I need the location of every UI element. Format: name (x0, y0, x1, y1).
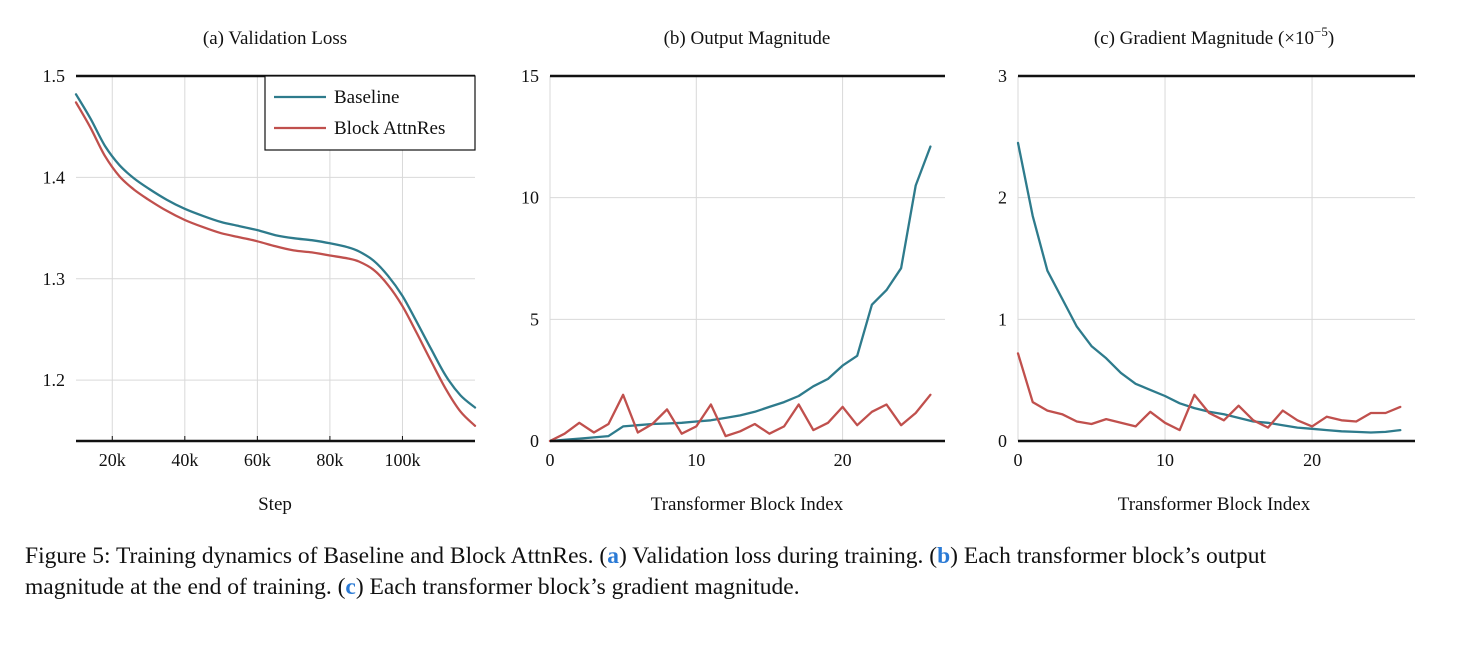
y-tick-label: 1.5 (43, 66, 66, 86)
series-line-block-attnres (548, 393, 932, 443)
legend-label-block-attnres: Block AttnRes (334, 118, 445, 139)
series-line-baseline (1016, 141, 1402, 434)
chart-title: (b) Output Magnitude (664, 28, 831, 49)
y-tick-label: 0 (998, 431, 1007, 451)
x-tick-label: 60k (244, 450, 271, 470)
x-axis-label: Transformer Block Index (1118, 494, 1311, 515)
x-tick-label: 10 (687, 450, 705, 470)
axis-frame (550, 74, 945, 443)
chart-title-end: ) (1328, 28, 1334, 49)
tick-labels: 0 10 20 0 5 10 15 (521, 66, 852, 470)
series-group (1016, 141, 1402, 434)
x-tick-label: 100k (384, 450, 420, 470)
tick-labels: 20k 40k 60k 80k 100k 1.2 1.3 1.4 1.5 (43, 66, 421, 470)
chart-title-exponent: −5 (1314, 24, 1328, 39)
x-axis-label: Step (258, 494, 292, 515)
y-tick-label: 3 (998, 66, 1007, 86)
caption-text: ) Each transformer block’s output (950, 543, 1267, 569)
panel-ref-c[interactable]: c (345, 574, 356, 600)
validation-loss-panel: (a) Validation Loss 20k 40k 60k 80k 100k 1.2 1… (43, 28, 477, 515)
y-tick-label: 1.2 (43, 370, 66, 390)
series-line-baseline (548, 145, 932, 443)
y-tick-label: 1.4 (43, 167, 66, 187)
output-magnitude-panel: (b) Output Magnitude 0 10 20 0 5 10 15 Transfo… (521, 28, 945, 515)
gradient-magnitude-panel: (c) Gradient Magnitude (×10−5) 0 10 20 0 1 2 3… (998, 24, 1415, 515)
y-tick-label: 0 (530, 431, 539, 451)
y-tick-label: 5 (530, 309, 539, 329)
axis-frame (1018, 74, 1415, 443)
y-tick-label: 10 (521, 188, 539, 208)
caption-line-1: Figure 5: Training dynamics of Baseline … (25, 541, 1465, 572)
grid (549, 75, 945, 442)
caption-text: Figure 5: Training dynamics of Baseline … (25, 543, 608, 569)
y-tick-label: 1.3 (43, 269, 66, 289)
series-line-block-attnres (74, 101, 477, 427)
grid (1017, 75, 1415, 442)
x-tick-label: 40k (171, 450, 198, 470)
y-tick-label: 1 (998, 309, 1007, 329)
x-tick-label: 20k (99, 450, 126, 470)
legend-box (264, 75, 476, 151)
chart-title-main: (c) Gradient Magnitude (×10 (1094, 28, 1314, 49)
legend-label-baseline: Baseline (334, 87, 399, 108)
x-tick-label: 0 (546, 450, 555, 470)
caption-line-2: magnitude at the end of training. (c) Ea… (25, 572, 1465, 603)
y-tick-label: 2 (998, 188, 1007, 208)
series-group (74, 93, 477, 427)
tick-labels: 0 10 20 0 1 2 3 (998, 66, 1321, 470)
panel-ref-a[interactable]: a (607, 543, 619, 569)
x-tick-label: 0 (1014, 450, 1023, 470)
series-line-block-attnres (1016, 352, 1402, 432)
caption-text: magnitude at the end of training. ( (25, 574, 346, 600)
chart-title: (c) Gradient Magnitude (×10−5) (1094, 24, 1334, 49)
series-group (548, 145, 932, 443)
x-axis-label: Transformer Block Index (651, 494, 844, 515)
legend: Baseline Block AttnRes (264, 75, 476, 151)
caption-text: ) Each transformer block’s gradient magn… (355, 574, 800, 600)
x-tick-label: 80k (316, 450, 343, 470)
caption-text: ) Validation loss during training. ( (618, 543, 938, 569)
chart-title: (a) Validation Loss (203, 28, 347, 49)
y-tick-label: 15 (521, 66, 539, 86)
series-line-baseline (74, 93, 477, 409)
figure-caption: Figure 5: Training dynamics of Baseline … (25, 541, 1465, 603)
figure: (a) Validation Loss 20k 40k 60k 80k 100k 1.2 1… (43, 24, 1415, 515)
x-tick-label: 20 (1303, 450, 1321, 470)
panel-ref-b[interactable]: b (937, 543, 951, 569)
x-tick-label: 20 (834, 450, 852, 470)
x-tick-label: 10 (1156, 450, 1174, 470)
